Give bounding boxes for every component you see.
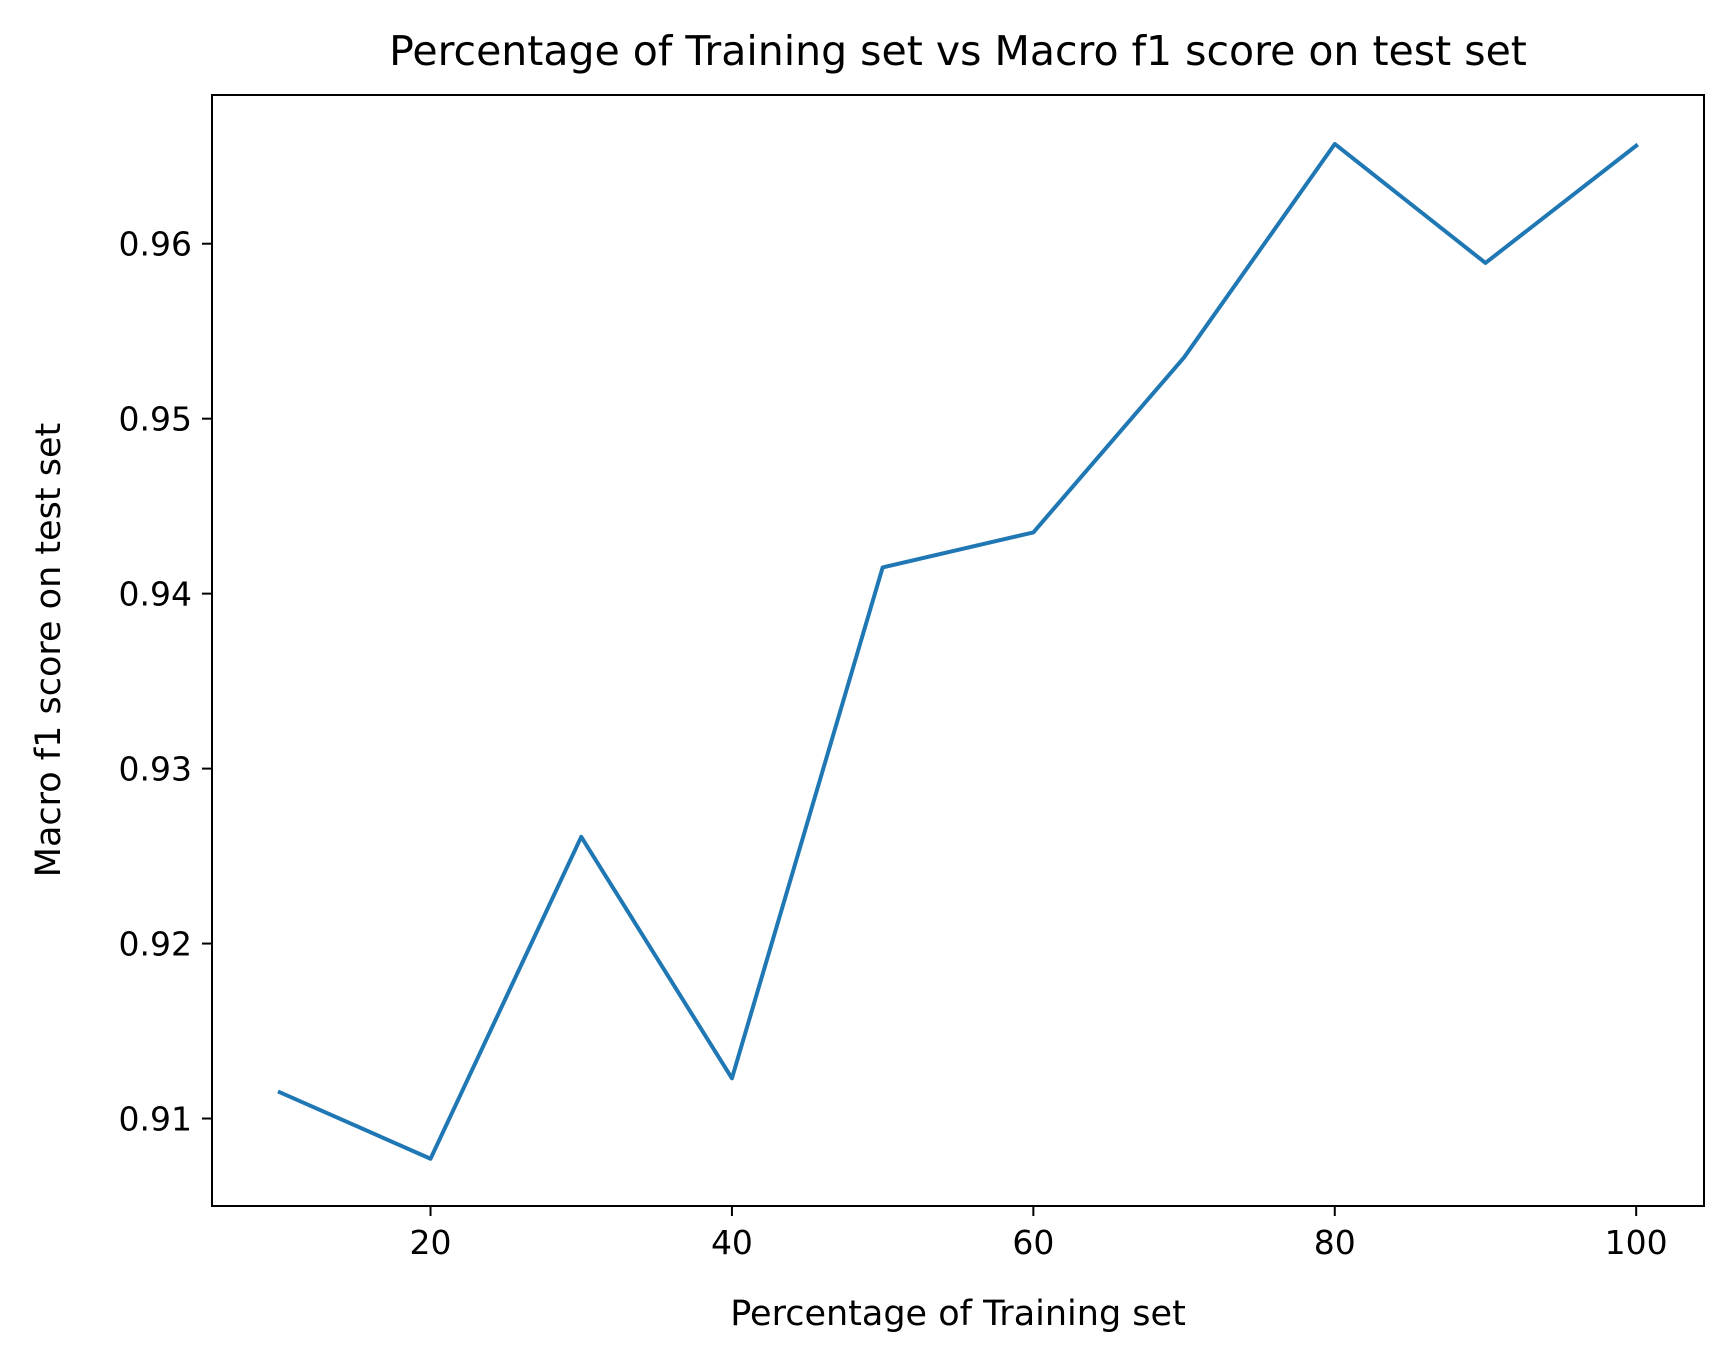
data-point [1031, 530, 1035, 534]
y-axis-ticks: 0.91 0.92 0.93 0.94 0.95 0.96 [119, 225, 212, 1139]
y-tick-label: 0.93 [119, 750, 192, 789]
y-tick-label: 0.92 [119, 925, 192, 964]
data-point [1634, 144, 1638, 148]
y-tick-label: 0.96 [119, 225, 192, 264]
x-tick-label: 20 [410, 1223, 452, 1262]
plot-area [277, 141, 1639, 1161]
x-tick-label: 40 [711, 1223, 753, 1262]
data-point [730, 1076, 734, 1080]
chart-title: Percentage of Training set vs Macro f1 s… [389, 27, 1527, 75]
data-point [881, 565, 885, 569]
x-tick-label: 80 [1314, 1223, 1356, 1262]
x-axis-ticks: 20 40 60 80 100 [410, 1206, 1668, 1262]
data-point [278, 1090, 282, 1094]
data-point [1182, 355, 1186, 359]
data-point [579, 835, 583, 839]
y-tick-label: 0.95 [119, 400, 192, 439]
x-axis-label: Percentage of Training set [730, 1294, 1186, 1334]
data-point [429, 1157, 433, 1161]
y-axis-label: Macro f1 score on test set [29, 423, 69, 878]
data-point [1483, 261, 1487, 265]
y-tick-label: 0.91 [119, 1100, 192, 1139]
series-line [277, 141, 1639, 1161]
plot-frame [211, 94, 1705, 1207]
x-tick-label: 60 [1012, 1223, 1054, 1262]
x-tick-label: 100 [1605, 1223, 1668, 1262]
y-tick-label: 0.94 [119, 575, 192, 614]
data-point [1333, 142, 1337, 146]
